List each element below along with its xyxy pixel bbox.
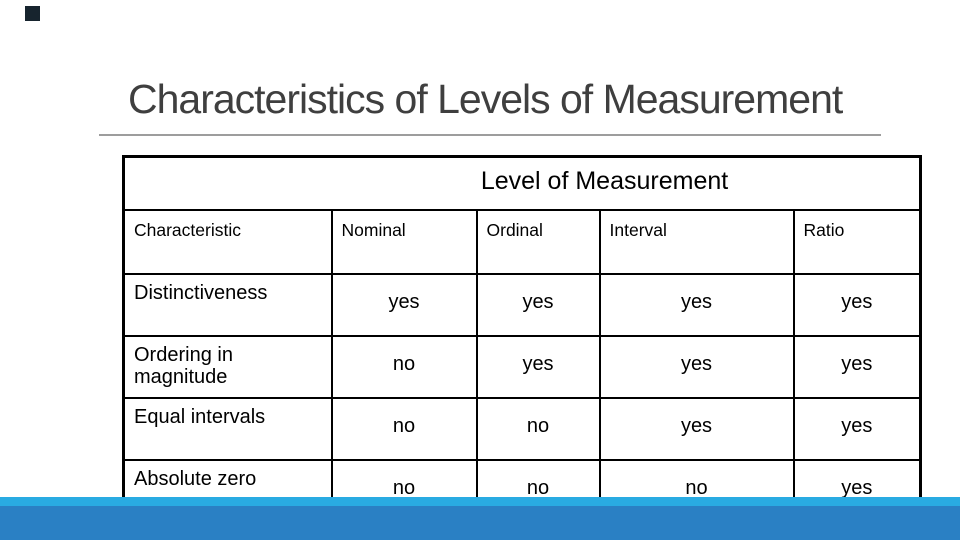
column-header-interval: Interval — [598, 209, 795, 275]
column-header-nominal: Nominal — [330, 209, 478, 275]
row-label-text: Absolute zero — [134, 468, 257, 490]
table-row: Equal intervals no no yes yes — [122, 397, 922, 461]
cell-value: yes — [792, 273, 922, 337]
slide-title: Characteristics of Levels of Measurement — [128, 76, 843, 122]
row-label: Distinctiveness — [122, 273, 333, 337]
cell-value: no — [475, 397, 601, 461]
row-label-text: Distinctiveness — [134, 282, 268, 304]
column-header-row: Characteristic Nominal Ordinal Interval … — [122, 209, 922, 275]
corner-accent-square — [25, 6, 40, 21]
cell-value: yes — [475, 273, 601, 337]
cell-value: yes — [598, 273, 795, 337]
cell-value: yes — [598, 335, 795, 399]
row-label: Equal intervals — [122, 397, 333, 461]
cell-value: yes — [598, 397, 795, 461]
row-label-text: Ordering in magnitude — [134, 344, 233, 388]
footer-accent-strip — [0, 497, 960, 506]
table-title-cell: Level of Measurement — [122, 155, 922, 211]
table-row: Ordering in magnitude no yes yes yes — [122, 335, 922, 399]
cell-value: no — [330, 397, 478, 461]
cell-value: yes — [475, 335, 601, 399]
cell-value: yes — [792, 335, 922, 399]
footer-bar — [0, 506, 960, 540]
cell-value: no — [330, 335, 478, 399]
column-header-ordinal: Ordinal — [475, 209, 601, 275]
table-title-row: Level of Measurement — [122, 155, 922, 211]
column-header-characteristic: Characteristic — [122, 209, 333, 275]
cell-value: yes — [792, 397, 922, 461]
levels-of-measurement-table: Level of Measurement Characteristic Nomi… — [122, 155, 923, 524]
column-header-ratio: Ratio — [792, 209, 922, 275]
title-underline — [99, 134, 881, 136]
cell-value: yes — [330, 273, 478, 337]
row-label: Ordering in magnitude — [122, 335, 333, 399]
row-label-text: Equal intervals — [134, 406, 266, 428]
table-row: Distinctiveness yes yes yes yes — [122, 273, 922, 337]
